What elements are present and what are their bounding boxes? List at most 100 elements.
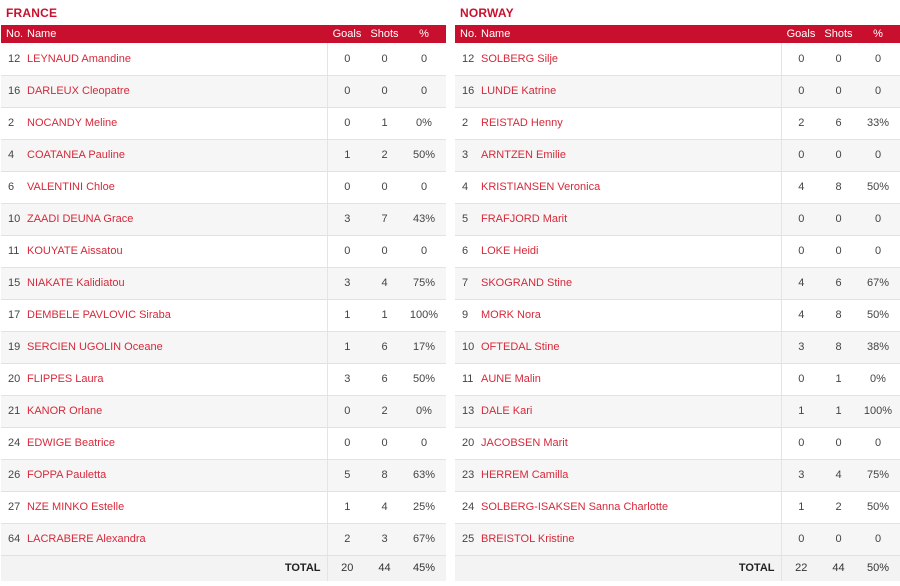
- table-row: 19 SERCIEN UGOLIN Oceane 1 6 17%: [1, 331, 446, 364]
- player-number: 25: [455, 523, 479, 556]
- player-pct: 0: [402, 75, 446, 108]
- table-row: 16 DARLEUX Cleopatre 0 0 0: [1, 75, 446, 108]
- player-name-link[interactable]: NZE MINKO Estelle: [25, 491, 327, 524]
- table-row: 5 FRAFJORD Marit 0 0 0: [455, 203, 900, 236]
- player-goals: 2: [326, 523, 367, 556]
- player-goals: 1: [326, 491, 367, 524]
- player-number: 21: [1, 395, 25, 428]
- player-goals: 0: [780, 235, 821, 268]
- player-shots: 4: [821, 459, 856, 492]
- player-name-link[interactable]: ARNTZEN Emilie: [479, 139, 781, 172]
- player-name-link[interactable]: LEYNAUD Amandine: [25, 43, 327, 76]
- player-name-link[interactable]: LOKE Heidi: [479, 235, 781, 268]
- player-shots: 6: [367, 363, 402, 396]
- player-number: 12: [1, 43, 25, 76]
- table-row: 7 SKOGRAND Stine 4 6 67%: [455, 267, 900, 300]
- player-goals: 0: [780, 427, 821, 460]
- player-goals: 0: [780, 43, 821, 76]
- player-shots: 0: [367, 75, 402, 108]
- player-name-link[interactable]: NIAKATE Kalidiatou: [25, 267, 327, 300]
- player-name-link[interactable]: FLIPPES Laura: [25, 363, 327, 396]
- player-number: 11: [1, 235, 25, 268]
- player-shots: 1: [367, 107, 402, 140]
- player-goals: 0: [780, 75, 821, 108]
- table-row: 23 HERREM Camilla 3 4 75%: [455, 459, 900, 492]
- player-goals: 0: [326, 427, 367, 460]
- player-rows: 12 SOLBERG Silje 0 0 0 16 LUNDE Katrine 0 0 0 2 REI…: [455, 43, 900, 556]
- column-header-shots: Shots: [370, 28, 399, 40]
- column-header-no: No.: [460, 28, 478, 40]
- player-name-link[interactable]: SERCIEN UGOLIN Oceane: [25, 331, 327, 364]
- player-goals: 3: [780, 331, 821, 364]
- player-name-link[interactable]: FOPPA Pauletta: [25, 459, 327, 492]
- column-header-name: Name: [481, 28, 511, 40]
- player-number: 5: [455, 203, 479, 236]
- player-goals: 0: [780, 139, 821, 172]
- player-name-link[interactable]: BREISTOL Kristine: [479, 523, 781, 556]
- player-name-link[interactable]: SOLBERG Silje: [479, 43, 781, 76]
- player-number: 24: [455, 491, 479, 524]
- player-name-link[interactable]: LUNDE Katrine: [479, 75, 781, 108]
- total-pct: 45%: [402, 555, 446, 581]
- player-name-link[interactable]: KANOR Orlane: [25, 395, 327, 428]
- table-header-row: No. Name Goals Shots %: [455, 25, 900, 43]
- player-number: 2: [1, 107, 25, 140]
- player-name-link[interactable]: OFTEDAL Stine: [479, 331, 781, 364]
- player-name-link[interactable]: JACOBSEN Marit: [479, 427, 781, 460]
- player-pct: 50%: [402, 363, 446, 396]
- column-header-name: Name: [27, 28, 57, 40]
- total-pct: 50%: [856, 555, 900, 581]
- player-shots: 4: [367, 491, 402, 524]
- player-pct: 50%: [402, 139, 446, 172]
- player-name-link[interactable]: COATANEA Pauline: [25, 139, 327, 172]
- player-goals: 5: [326, 459, 367, 492]
- player-number: 4: [455, 171, 479, 204]
- player-pct: 43%: [402, 203, 446, 236]
- player-name-link[interactable]: FRAFJORD Marit: [479, 203, 781, 236]
- player-goals: 1: [780, 491, 821, 524]
- player-goals: 0: [780, 203, 821, 236]
- player-pct: 0: [402, 427, 446, 460]
- player-shots: 1: [367, 299, 402, 332]
- team-title: NORWAY: [460, 6, 514, 20]
- player-name-link[interactable]: MORK Nora: [479, 299, 781, 332]
- player-name-link[interactable]: VALENTINI Chloe: [25, 171, 327, 204]
- player-name-link[interactable]: DALE Kari: [479, 395, 781, 428]
- column-header-goals: Goals: [332, 28, 362, 40]
- table-row: 3 ARNTZEN Emilie 0 0 0: [455, 139, 900, 172]
- table-row: 20 FLIPPES Laura 3 6 50%: [1, 363, 446, 396]
- player-pct: 0%: [856, 363, 900, 396]
- player-name-link[interactable]: KOUYATE Aissatou: [25, 235, 327, 268]
- player-name-link[interactable]: KRISTIANSEN Veronica: [479, 171, 781, 204]
- player-number: 23: [455, 459, 479, 492]
- player-name-link[interactable]: SKOGRAND Stine: [479, 267, 781, 300]
- player-name-link[interactable]: LACRABERE Alexandra: [25, 523, 327, 556]
- column-header-goals: Goals: [786, 28, 816, 40]
- player-name-link[interactable]: DEMBELE PAVLOVIC Siraba: [25, 299, 327, 332]
- table-row: 15 NIAKATE Kalidiatou 3 4 75%: [1, 267, 446, 300]
- player-goals: 1: [780, 395, 821, 428]
- player-name-link[interactable]: AUNE Malin: [479, 363, 781, 396]
- player-name-link[interactable]: REISTAD Henny: [479, 107, 781, 140]
- player-number: 10: [1, 203, 25, 236]
- column-header-shots: Shots: [824, 28, 853, 40]
- player-goals: 0: [326, 43, 367, 76]
- player-name-link[interactable]: NOCANDY Meline: [25, 107, 327, 140]
- player-shots: 2: [821, 491, 856, 524]
- player-pct: 75%: [856, 459, 900, 492]
- player-name-link[interactable]: HERREM Camilla: [479, 459, 781, 492]
- player-shots: 4: [367, 267, 402, 300]
- player-shots: 7: [367, 203, 402, 236]
- player-name-link[interactable]: SOLBERG-ISAKSEN Sanna Charlotte: [479, 491, 781, 524]
- player-goals: 1: [326, 299, 367, 332]
- player-number: 27: [1, 491, 25, 524]
- player-shots: 8: [821, 299, 856, 332]
- player-goals: 0: [326, 75, 367, 108]
- player-pct: 0: [856, 523, 900, 556]
- player-name-link[interactable]: ZAADI DEUNA Grace: [25, 203, 327, 236]
- player-pct: 67%: [402, 523, 446, 556]
- player-name-link[interactable]: EDWIGE Beatrice: [25, 427, 327, 460]
- player-number: 4: [1, 139, 25, 172]
- player-name-link[interactable]: DARLEUX Cleopatre: [25, 75, 327, 108]
- player-goals: 4: [780, 171, 821, 204]
